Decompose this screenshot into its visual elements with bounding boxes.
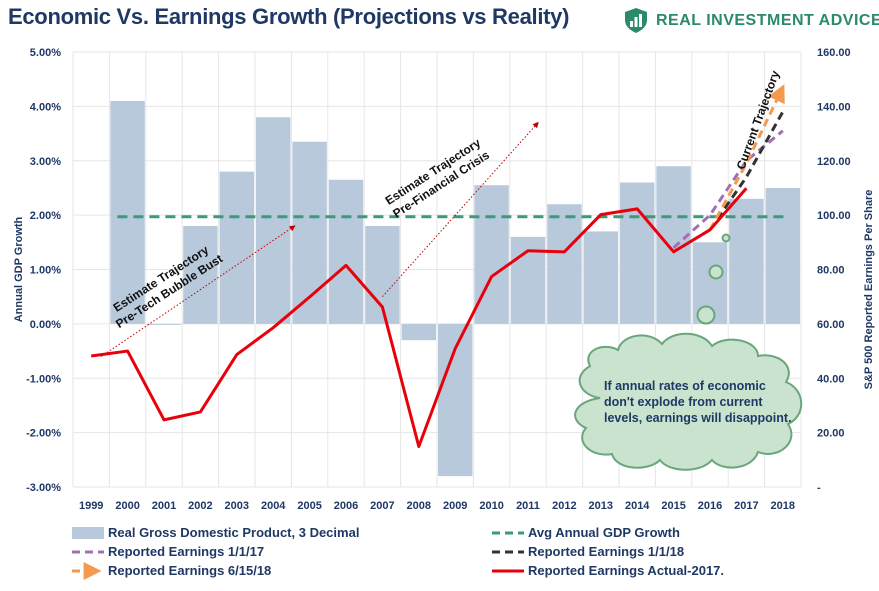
- x-tick-label: 2002: [188, 500, 212, 512]
- y-tick-label: -2.00%: [26, 428, 61, 440]
- thought-bubble: [721, 233, 731, 243]
- y-tick-label: 3.00%: [30, 156, 61, 168]
- x-tick-label: 2012: [552, 500, 576, 512]
- earnings-actual-line: [91, 187, 748, 448]
- gdp-bar: [583, 231, 618, 324]
- estimate-arrow-pre-tech: [100, 225, 296, 357]
- y-tick-label: -1.00%: [26, 373, 61, 385]
- annotation-current-trajectory: Current Trajectory: [734, 68, 783, 171]
- earnings-6-15-18-line: [708, 84, 785, 231]
- x-tick-label: 2017: [734, 500, 758, 512]
- y2-tick-label: 80.00: [817, 265, 845, 277]
- gdp-bar: [729, 198, 764, 324]
- y2-axis-title: S&P 500 Reported Earnings Per Share: [863, 190, 875, 390]
- y-tick-label: 4.00%: [30, 101, 61, 113]
- x-tick-label: 2010: [479, 500, 503, 512]
- x-tick-label: 2005: [297, 500, 321, 512]
- y2-tick-label: 160.00: [817, 47, 851, 59]
- x-tick-label: 2016: [698, 500, 722, 512]
- legend-earnings-2017: Reported Earnings 1/1/17: [108, 544, 265, 559]
- gdp-bar: [292, 141, 327, 324]
- x-tick-label: 2007: [370, 500, 394, 512]
- gdp-bar: [620, 182, 655, 324]
- x-tick-label: 2003: [225, 500, 249, 512]
- gdp-bar: [547, 204, 582, 324]
- x-tick-label: 2011: [516, 500, 540, 512]
- x-tick-label: 2001: [152, 500, 176, 512]
- x-tick-label: 1999: [79, 500, 103, 512]
- y2-tick-label: 60.00: [817, 319, 845, 331]
- gdp-bar: [183, 226, 218, 324]
- x-tick-label: 2006: [334, 500, 358, 512]
- x-tick-label: 2000: [115, 500, 139, 512]
- callout-cloud: [574, 332, 803, 471]
- x-tick-label: 2009: [443, 500, 467, 512]
- x-tick-label: 2014: [625, 500, 650, 512]
- gdp-bar: [110, 100, 145, 324]
- y-tick-label: 0.00%: [30, 319, 61, 331]
- legend-earnings-actual: Reported Earnings Actual-2017.: [528, 563, 725, 578]
- legend-gdp: Real Gross Domestic Product, 3 Decimal: [108, 525, 360, 540]
- brand-name: REAL INVESTMENT ADVICE: [656, 12, 879, 29]
- y2-tick-label: 40.00: [817, 373, 845, 385]
- y2-tick-label: 120.00: [817, 156, 851, 168]
- x-tick-label: 2015: [661, 500, 685, 512]
- gdp-bar: [219, 171, 254, 324]
- shield-icon: [625, 8, 647, 33]
- callout-text: If annual rates of economic don't explod…: [604, 379, 792, 425]
- thought-bubble: [696, 305, 716, 325]
- y-axis-title: Annual GDP Growth: [13, 216, 25, 322]
- legend-earnings-jun2018: Reported Earnings 6/15/18: [108, 563, 272, 578]
- x-tick-label: 2013: [589, 500, 613, 512]
- gdp-bar: [765, 187, 800, 324]
- gdp-bar: [401, 323, 436, 341]
- chart-title: Economic Vs. Earnings Growth (Projection…: [8, 4, 570, 29]
- earnings-1-1-17-line: [672, 129, 784, 249]
- x-tick-label: 2018: [771, 500, 795, 512]
- thought-bubble: [708, 264, 724, 280]
- legend-avg-gdp: Avg Annual GDP Growth: [528, 525, 680, 540]
- x-tick-label: 2004: [261, 500, 286, 512]
- annotation-text: Current Trajectory: [734, 68, 783, 171]
- y2-tick-label: 20.00: [817, 428, 845, 440]
- x-tick-label: 2008: [407, 500, 431, 512]
- gdp-bar: [146, 323, 182, 325]
- legend-swatch-gdp: [72, 527, 104, 539]
- y2-tick-label: 100.00: [817, 210, 851, 222]
- y-tick-label: 2.00%: [30, 210, 61, 222]
- legend-earnings-2018: Reported Earnings 1/1/18: [528, 544, 685, 559]
- y-tick-label: 1.00%: [30, 265, 61, 277]
- y-tick-label: -3.00%: [26, 482, 61, 494]
- gdp-bar: [256, 117, 291, 324]
- y-tick-label: 5.00%: [30, 47, 61, 59]
- gdp-bar: [328, 179, 364, 324]
- estimate-arrow-pre-crisis: [382, 121, 539, 298]
- y2-tick-label: 140.00: [817, 101, 851, 113]
- y2-tick-label: -: [817, 482, 821, 494]
- brand-logo: REAL INVESTMENT ADVICE: [622, 6, 879, 36]
